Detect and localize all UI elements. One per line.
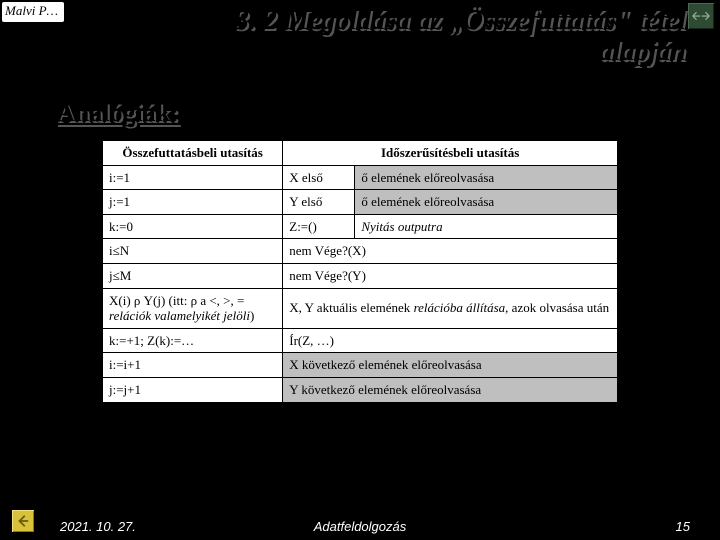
title-line-2: alapján <box>599 36 686 67</box>
cell-col2: Nyitás outputra <box>355 214 618 239</box>
cell-col0: j:=1 <box>103 190 283 215</box>
cell-col2: ő elemének előreolvasása <box>355 190 618 215</box>
footer-page: 15 <box>676 519 690 534</box>
table-row: j:=j+1Y következő elemének előreolvasása <box>103 377 618 402</box>
handwriting-strip: Malvi P… <box>2 2 64 22</box>
table-row: k:=0Z:=()Nyitás outputra <box>103 214 618 239</box>
cell-col12: X, Y aktuális elemének relációba állítás… <box>283 288 618 328</box>
cell-col12: nem Vége?(X) <box>283 239 618 264</box>
cell-col0: X(i) ρ Y(j) (itt: ρ a <, >, = relációk v… <box>103 288 283 328</box>
slide-footer: 2021. 10. 27. Adatfeldolgozás 15 <box>0 512 720 534</box>
table-header-row: Összefuttatásbeli utasítás Időszerűsítés… <box>103 141 618 166</box>
cell-col12: Ír(Z, …) <box>283 328 618 353</box>
slide-subtitle: Analógiák: <box>56 98 179 128</box>
analogy-table: Összefuttatásbeli utasítás Időszerűsítés… <box>102 140 618 403</box>
cell-col0: i:=1 <box>103 165 283 190</box>
header-col-1: Időszerűsítésbeli utasítás <box>283 141 618 166</box>
table-row: i:=1X elsőő elemének előreolvasása <box>103 165 618 190</box>
cell-col0: j≤M <box>103 263 283 288</box>
table-row: j:=1Y elsőő elemének előreolvasása <box>103 190 618 215</box>
cell-col1: Z:=() <box>283 214 355 239</box>
title-line-1: 3. 2 Megoldása az „Összefuttatás" tétel <box>235 5 686 36</box>
table-row: i:=i+1X következő elemének előreolvasása <box>103 353 618 378</box>
cell-col0: i:=i+1 <box>103 353 283 378</box>
table-row: i≤Nnem Vége?(X) <box>103 239 618 264</box>
cell-col12: Y következő elemének előreolvasása <box>283 377 618 402</box>
nav-arrows-icon <box>692 11 710 21</box>
cell-col0: j:=j+1 <box>103 377 283 402</box>
slide-title: 3. 2 Megoldása az „Összefuttatás" tétel … <box>80 6 686 68</box>
cell-col0: k:=0 <box>103 214 283 239</box>
header-col-0: Összefuttatásbeli utasítás <box>103 141 283 166</box>
cell-col1: X első <box>283 165 355 190</box>
cell-col2: ő elemének előreolvasása <box>355 165 618 190</box>
cell-col1: Y első <box>283 190 355 215</box>
analogy-table-container: Összefuttatásbeli utasítás Időszerűsítés… <box>102 140 618 403</box>
table-row: X(i) ρ Y(j) (itt: ρ a <, >, = relációk v… <box>103 288 618 328</box>
cell-col0: i≤N <box>103 239 283 264</box>
footer-label: Adatfeldolgozás <box>0 519 720 534</box>
table-row: k:=+1; Z(k):=…Ír(Z, …) <box>103 328 618 353</box>
table-row: j≤Mnem Vége?(Y) <box>103 263 618 288</box>
nav-button[interactable] <box>688 3 714 29</box>
cell-col12: X következő elemének előreolvasása <box>283 353 618 378</box>
cell-col0: k:=+1; Z(k):=… <box>103 328 283 353</box>
cell-col12: nem Vége?(Y) <box>283 263 618 288</box>
